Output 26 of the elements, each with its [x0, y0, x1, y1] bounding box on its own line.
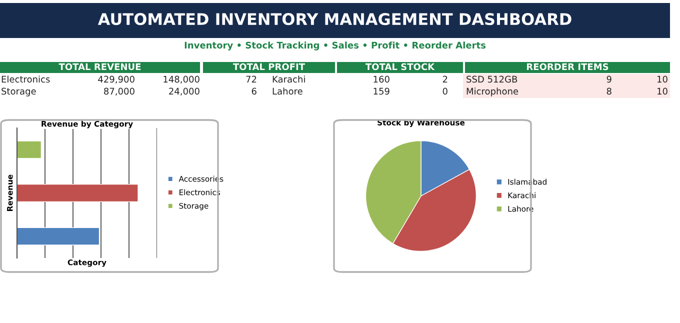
text: Microphone — [466, 88, 518, 96]
text: Electronics — [2, 76, 50, 83]
text: 72 — [246, 76, 256, 82]
text: 10 — [658, 88, 668, 95]
text: Karachi — [272, 76, 305, 83]
text: 0 — [442, 88, 448, 95]
text: 10 — [658, 76, 668, 83]
text: 160 — [374, 76, 390, 83]
text: TOTAL PROFIT — [232, 63, 305, 70]
text: 9 — [606, 76, 612, 83]
text: TOTAL REVENUE — [58, 63, 141, 70]
text: 148,000 — [164, 76, 200, 84]
text: AUTOMATED INVENTORY MANAGEMENT DASHBOARD — [98, 13, 572, 26]
text: 159 — [374, 88, 390, 95]
text: SSD 512GB — [466, 76, 518, 83]
text: 429,900 — [98, 76, 134, 84]
text: 2 — [442, 76, 448, 82]
text: 8 — [606, 88, 612, 95]
text: Storage — [2, 88, 36, 96]
text: 24,000 — [169, 88, 200, 96]
text: Inventory • Stock Tracking • Sales • Profit • Reorder Alerts — [184, 42, 486, 50]
text: TOTAL STOCK — [365, 63, 435, 70]
text: 6 — [252, 88, 256, 95]
text: Lahore — [272, 88, 302, 95]
text: REORDER ITEMS — [526, 63, 608, 70]
text: 87,000 — [104, 88, 134, 96]
